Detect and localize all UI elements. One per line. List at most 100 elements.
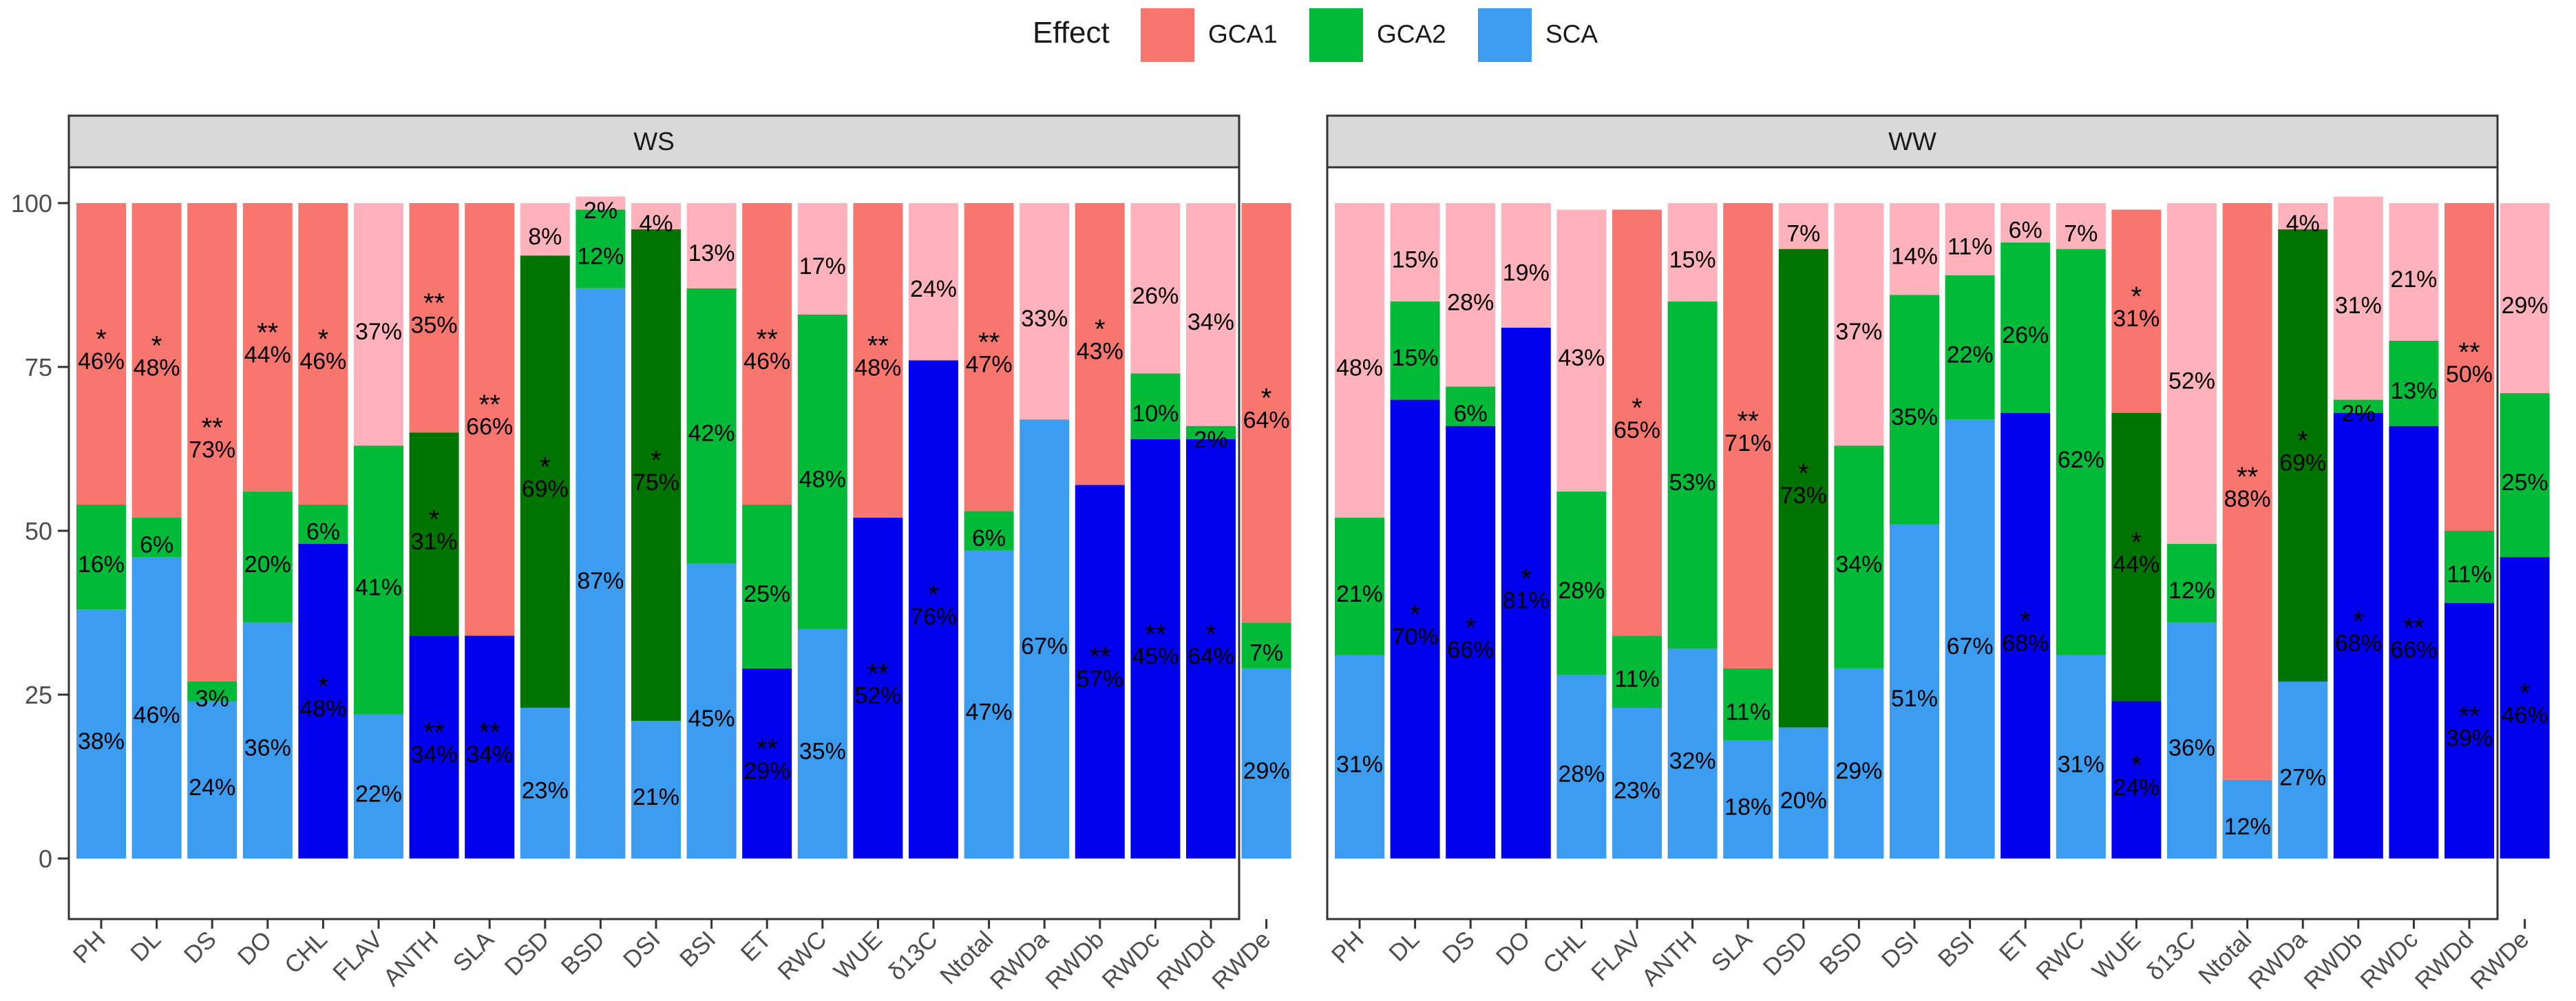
data-label: 4% xyxy=(639,211,673,237)
data-label: 65% xyxy=(1614,417,1660,443)
data-label: 47% xyxy=(966,699,1013,725)
bar-gca2 xyxy=(631,229,681,721)
panel-border xyxy=(67,166,1241,920)
data-label: 23% xyxy=(522,778,569,804)
bar-gca1 xyxy=(187,203,237,682)
data-label: 15% xyxy=(1392,246,1439,273)
data-label: 2% xyxy=(2341,401,2375,427)
bar-gca1 xyxy=(631,203,681,230)
data-label: 35% xyxy=(411,313,458,339)
data-label: 11% xyxy=(1614,666,1660,693)
bar-gca1 xyxy=(2056,203,2106,249)
bar-gca1 xyxy=(2445,203,2494,531)
x-tick-label: FLAV xyxy=(328,926,388,987)
data-label: 66% xyxy=(1447,637,1494,663)
data-label: 24% xyxy=(189,775,235,801)
x-tick-label: DL xyxy=(125,926,166,967)
data-label: 13% xyxy=(688,240,735,266)
bar-gca1 xyxy=(1945,203,1995,275)
x-tick-label: ANTH xyxy=(1636,926,1702,991)
data-label: 48% xyxy=(1336,355,1383,381)
significance-mark: ** xyxy=(867,658,889,688)
x-tick-label: RWDc xyxy=(2355,926,2423,994)
facet-strip xyxy=(67,114,1241,169)
bar-sca xyxy=(2333,412,2383,858)
bar-gca1 xyxy=(242,203,293,492)
x-tick-label: RWC xyxy=(772,926,832,985)
significance-mark: ** xyxy=(1089,642,1110,673)
x-tick-label: BSI xyxy=(675,926,721,972)
bar-gca1 xyxy=(686,203,737,288)
significance-mark: * xyxy=(651,445,662,476)
significance-mark: ** xyxy=(1145,619,1166,649)
data-label: 87% xyxy=(577,568,624,594)
bar-sca xyxy=(2445,602,2494,858)
x-tick-label: PH xyxy=(1327,926,1369,969)
data-label: 11% xyxy=(1947,233,1993,260)
data-label: 35% xyxy=(799,738,846,764)
bar-sca xyxy=(2389,425,2439,858)
legend-label-sca: SCA xyxy=(1545,20,1598,48)
significance-mark: * xyxy=(1205,619,1216,649)
significance-mark: * xyxy=(540,452,551,483)
bar-gca2 xyxy=(686,288,737,564)
legend-swatch-gca1 xyxy=(1141,8,1194,62)
data-label: 11% xyxy=(2447,561,2492,587)
bar-gca2 xyxy=(1945,275,1995,420)
x-tick-label: BSD xyxy=(1815,926,1868,980)
significance-mark: * xyxy=(2131,527,2142,558)
data-label: 31% xyxy=(411,529,458,555)
bar-gca2 xyxy=(1556,491,1607,675)
bar-gca1 xyxy=(1241,203,1291,623)
data-label: 6% xyxy=(972,525,1006,551)
significance-mark: ** xyxy=(757,324,778,355)
bar-gca1 xyxy=(909,203,958,361)
data-label: 6% xyxy=(2009,218,2042,244)
data-label: 37% xyxy=(355,319,402,345)
bar-sca xyxy=(1556,675,1607,858)
data-label: 57% xyxy=(1077,666,1123,693)
bar-sca xyxy=(742,668,792,858)
legend-label-gca2: GCA2 xyxy=(1377,20,1446,48)
bar-gca2 xyxy=(1186,425,1236,439)
bar-sca xyxy=(964,550,1014,858)
data-label: 11% xyxy=(1725,699,1771,725)
data-label: 22% xyxy=(1947,341,1994,368)
data-label: 37% xyxy=(1835,319,1882,345)
bar-gca1 xyxy=(2111,209,2162,413)
data-label: 22% xyxy=(355,781,402,807)
bar-gca2 xyxy=(242,491,293,623)
data-label: 12% xyxy=(2168,578,2215,604)
bar-gca1 xyxy=(576,196,626,210)
x-tick-label: CHL xyxy=(279,926,332,979)
bars: 31%21%48%70%*15%15%66%*6%28%81%*19%28%28… xyxy=(1335,196,2550,858)
bar-gca2 xyxy=(131,517,182,558)
bar-gca1 xyxy=(298,203,348,505)
bar-gca1 xyxy=(1186,203,1236,426)
x-tick-label: ET xyxy=(736,926,777,967)
data-label: 14% xyxy=(1891,244,1938,270)
data-label: 73% xyxy=(189,436,235,463)
significance-mark: ** xyxy=(202,412,223,443)
data-label: 38% xyxy=(78,728,125,755)
y-tick-label: 25 xyxy=(25,681,52,709)
bar-sca xyxy=(1335,655,1384,858)
data-label: 66% xyxy=(466,414,513,440)
significance-mark: ** xyxy=(1738,406,1759,436)
data-label: 76% xyxy=(910,604,957,630)
data-label: 15% xyxy=(1669,246,1716,273)
x-tick-label: DS xyxy=(179,926,222,969)
x-tick-label: RWDe xyxy=(1207,926,1276,995)
data-label: 29% xyxy=(743,758,790,784)
bar-gca1 xyxy=(742,203,792,505)
bar-gca1 xyxy=(797,203,847,315)
bar-gca1 xyxy=(2333,196,2383,400)
x-tick-label: RWDd xyxy=(2410,926,2479,995)
data-label: 7% xyxy=(1786,220,1820,246)
significance-mark: ** xyxy=(978,328,1000,358)
bar-gca1 xyxy=(1130,203,1181,374)
bar-gca2 xyxy=(2278,229,2328,682)
bar-gca2 xyxy=(1130,373,1181,439)
bar-sca xyxy=(2056,655,2106,858)
x-tick-label: BSD xyxy=(556,926,610,980)
